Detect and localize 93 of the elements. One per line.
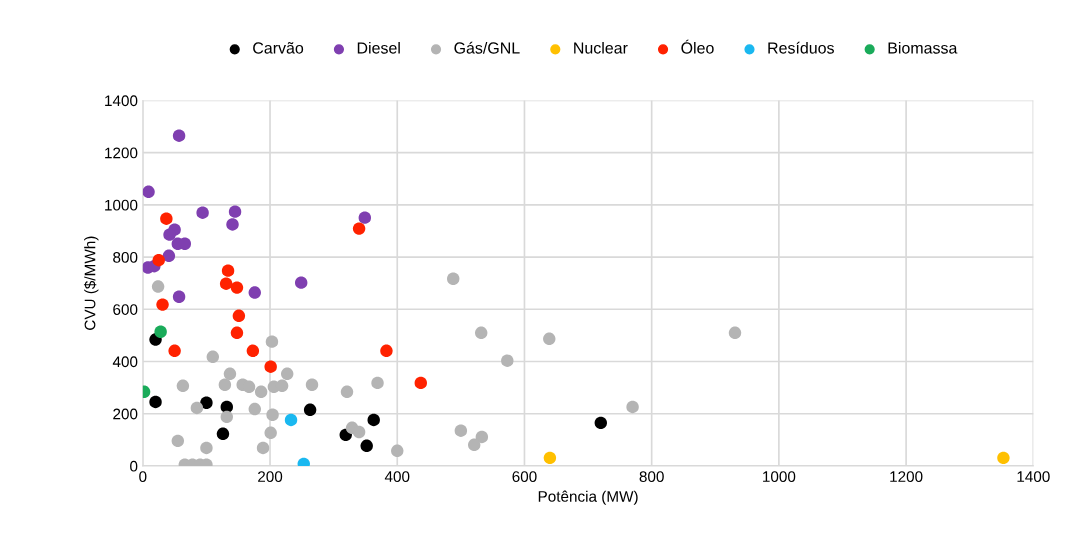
point — [352, 425, 366, 439]
point — [142, 185, 155, 199]
point — [149, 395, 162, 409]
x-tick-label: 0 — [139, 471, 147, 483]
point — [216, 427, 230, 441]
point — [305, 378, 319, 391]
point — [162, 249, 176, 262]
point — [371, 376, 384, 390]
y-tick-label: 800 — [113, 251, 138, 263]
x-axis-title: Potência (MW) — [538, 490, 638, 505]
y-tick-label: 200 — [113, 408, 138, 420]
point — [264, 426, 277, 439]
point — [414, 376, 427, 390]
y-tick-label: 0 — [130, 460, 138, 472]
point — [256, 441, 270, 455]
point — [230, 281, 244, 294]
point — [360, 439, 373, 453]
point — [264, 360, 277, 373]
x-tick-label: 1000 — [763, 471, 796, 483]
point — [152, 254, 165, 267]
point — [220, 410, 233, 424]
point — [219, 277, 233, 290]
point — [594, 416, 607, 430]
point — [200, 441, 213, 455]
point — [218, 378, 232, 391]
point — [380, 344, 393, 358]
point — [391, 444, 404, 457]
point — [248, 402, 261, 416]
point — [223, 367, 237, 380]
x-tick-label: 200 — [258, 471, 283, 483]
point — [163, 228, 176, 241]
point — [358, 211, 372, 224]
point — [200, 396, 213, 409]
point — [728, 326, 742, 339]
point — [156, 298, 169, 311]
point — [303, 403, 317, 417]
point — [352, 222, 366, 235]
point — [160, 212, 173, 225]
point — [254, 385, 268, 398]
x-tick-label: 800 — [639, 471, 664, 483]
point — [294, 276, 308, 289]
point — [543, 332, 556, 345]
legend-label: Gás/GNL — [454, 41, 520, 54]
x-tick-label: 1400 — [1017, 471, 1050, 483]
point — [154, 325, 167, 338]
point — [168, 344, 181, 358]
point — [226, 218, 239, 231]
legend-label: Diesel — [357, 41, 400, 54]
y-tick-label: 1200 — [105, 147, 138, 159]
point — [475, 430, 489, 444]
point — [242, 380, 256, 394]
point — [367, 413, 380, 427]
point — [997, 451, 1010, 465]
x-tick-label: 1200 — [890, 471, 923, 483]
point — [284, 413, 298, 427]
point — [246, 344, 260, 358]
point — [543, 451, 557, 465]
y-tick-label: 1000 — [105, 199, 138, 211]
x-tick-label: 600 — [512, 471, 537, 483]
point — [248, 286, 261, 299]
point — [266, 408, 279, 421]
point — [190, 401, 204, 415]
legend-label: Óleo — [681, 39, 714, 54]
legend-label: Resíduos — [768, 41, 834, 54]
point — [228, 205, 242, 218]
point — [281, 367, 294, 380]
point — [172, 129, 186, 142]
point — [340, 385, 354, 398]
point — [230, 326, 244, 339]
point — [196, 206, 209, 219]
point — [221, 264, 235, 277]
y-tick-label: 600 — [113, 304, 138, 315]
legend-label: Nuclear — [574, 41, 628, 54]
point — [475, 326, 488, 339]
point — [454, 424, 468, 437]
x-tick-label: 400 — [384, 471, 410, 483]
point — [501, 354, 514, 367]
y-axis-title: CVU ($/MWh) — [83, 236, 99, 330]
legend-label: Biomassa — [888, 41, 958, 54]
point — [171, 434, 185, 448]
point — [265, 335, 279, 348]
point — [275, 379, 289, 392]
point — [447, 272, 460, 285]
point — [176, 379, 190, 392]
y-tick-label: 400 — [112, 356, 138, 368]
legend-label: Carvão — [253, 42, 304, 54]
point — [232, 309, 246, 323]
point — [151, 280, 165, 293]
point — [206, 350, 219, 364]
point — [626, 400, 639, 414]
y-tick-label: 1400 — [105, 95, 138, 107]
point — [468, 438, 481, 451]
point — [172, 290, 186, 303]
